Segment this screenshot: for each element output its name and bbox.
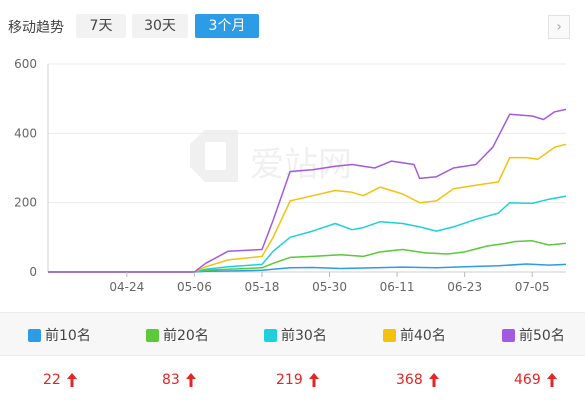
legend-label: 前20名 [163,328,209,344]
value-number: 219 [276,372,303,388]
legend-swatch [383,328,396,342]
line-chart: 爱站网 0 200 400 600 04-24 05-06 05-18 05-30 06-11 0… [14,57,567,294]
x-tick-label: 06-11 [380,280,415,294]
x-tick-label: 05-06 [177,280,212,294]
legend-item-top40[interactable]: 前40名 [383,326,446,344]
legend-label: 前30名 [281,328,327,344]
value-top50: 469 [514,370,557,390]
next-button[interactable]: › [548,15,570,39]
legend-item-top30[interactable]: 前30名 [264,326,327,344]
trend-header: 移动趋势 7天 30天 3个月 › [0,0,585,52]
value-number: 368 [396,372,423,388]
legend-label: 前10名 [45,328,91,344]
legend-swatch [146,328,159,342]
value-top40: 368 [396,370,439,390]
value-top30: 219 [276,370,319,390]
arrow-up-icon [546,373,557,387]
value-top10: 22 [43,370,77,390]
arrow-up-icon [66,373,77,387]
watermark: 爱站网 [190,130,352,185]
trend-chart: 爱站网 0 200 400 600 04-24 05-06 05-18 05-30 06-11 0… [0,52,585,310]
arrow-up-icon [308,373,319,387]
x-tick-label: 05-30 [312,280,347,294]
y-tick-label: 200 [14,196,37,210]
range-30d-button[interactable]: 30天 [132,14,188,38]
legend-label: 前50名 [519,328,565,344]
value-number: 469 [514,372,541,388]
value-number: 22 [43,372,61,388]
x-tick-label: 07-05 [515,280,550,294]
series-line [48,143,567,273]
legend-item-top50[interactable]: 前50名 [502,326,565,344]
watermark-logo-icon [190,130,238,182]
x-tick-label: 06-23 [447,280,482,294]
series-line [48,240,567,273]
trend-title: 移动趋势 [8,20,64,36]
legend-swatch [502,328,515,342]
value-top20: 83 [162,370,196,390]
legend-item-top20[interactable]: 前20名 [146,326,209,344]
arrow-up-icon [428,373,439,387]
range-3m-button[interactable]: 3个月 [195,14,259,38]
series-line [48,108,567,273]
y-tick-label: 600 [14,57,37,71]
chevron-right-icon: › [556,19,562,35]
legend-swatch [264,328,277,342]
legend: 前10名 前20名 前30名 前40名 前50名 [0,312,585,356]
x-tick-label: 04-24 [109,280,144,294]
legend-label: 前40名 [400,328,446,344]
arrow-up-icon [185,373,196,387]
series-line [48,263,567,273]
value-number: 83 [162,372,180,388]
watermark-text: 爱站网 [250,145,352,185]
latest-values: 22 83 219 368 469 [0,360,585,400]
y-tick-label: 400 [14,126,37,140]
range-7d-button[interactable]: 7天 [76,14,126,38]
legend-item-top10[interactable]: 前10名 [28,326,91,344]
x-tick-label: 05-18 [245,280,280,294]
y-tick-label: 0 [29,265,37,279]
legend-swatch [28,328,41,342]
series-line [48,195,567,273]
